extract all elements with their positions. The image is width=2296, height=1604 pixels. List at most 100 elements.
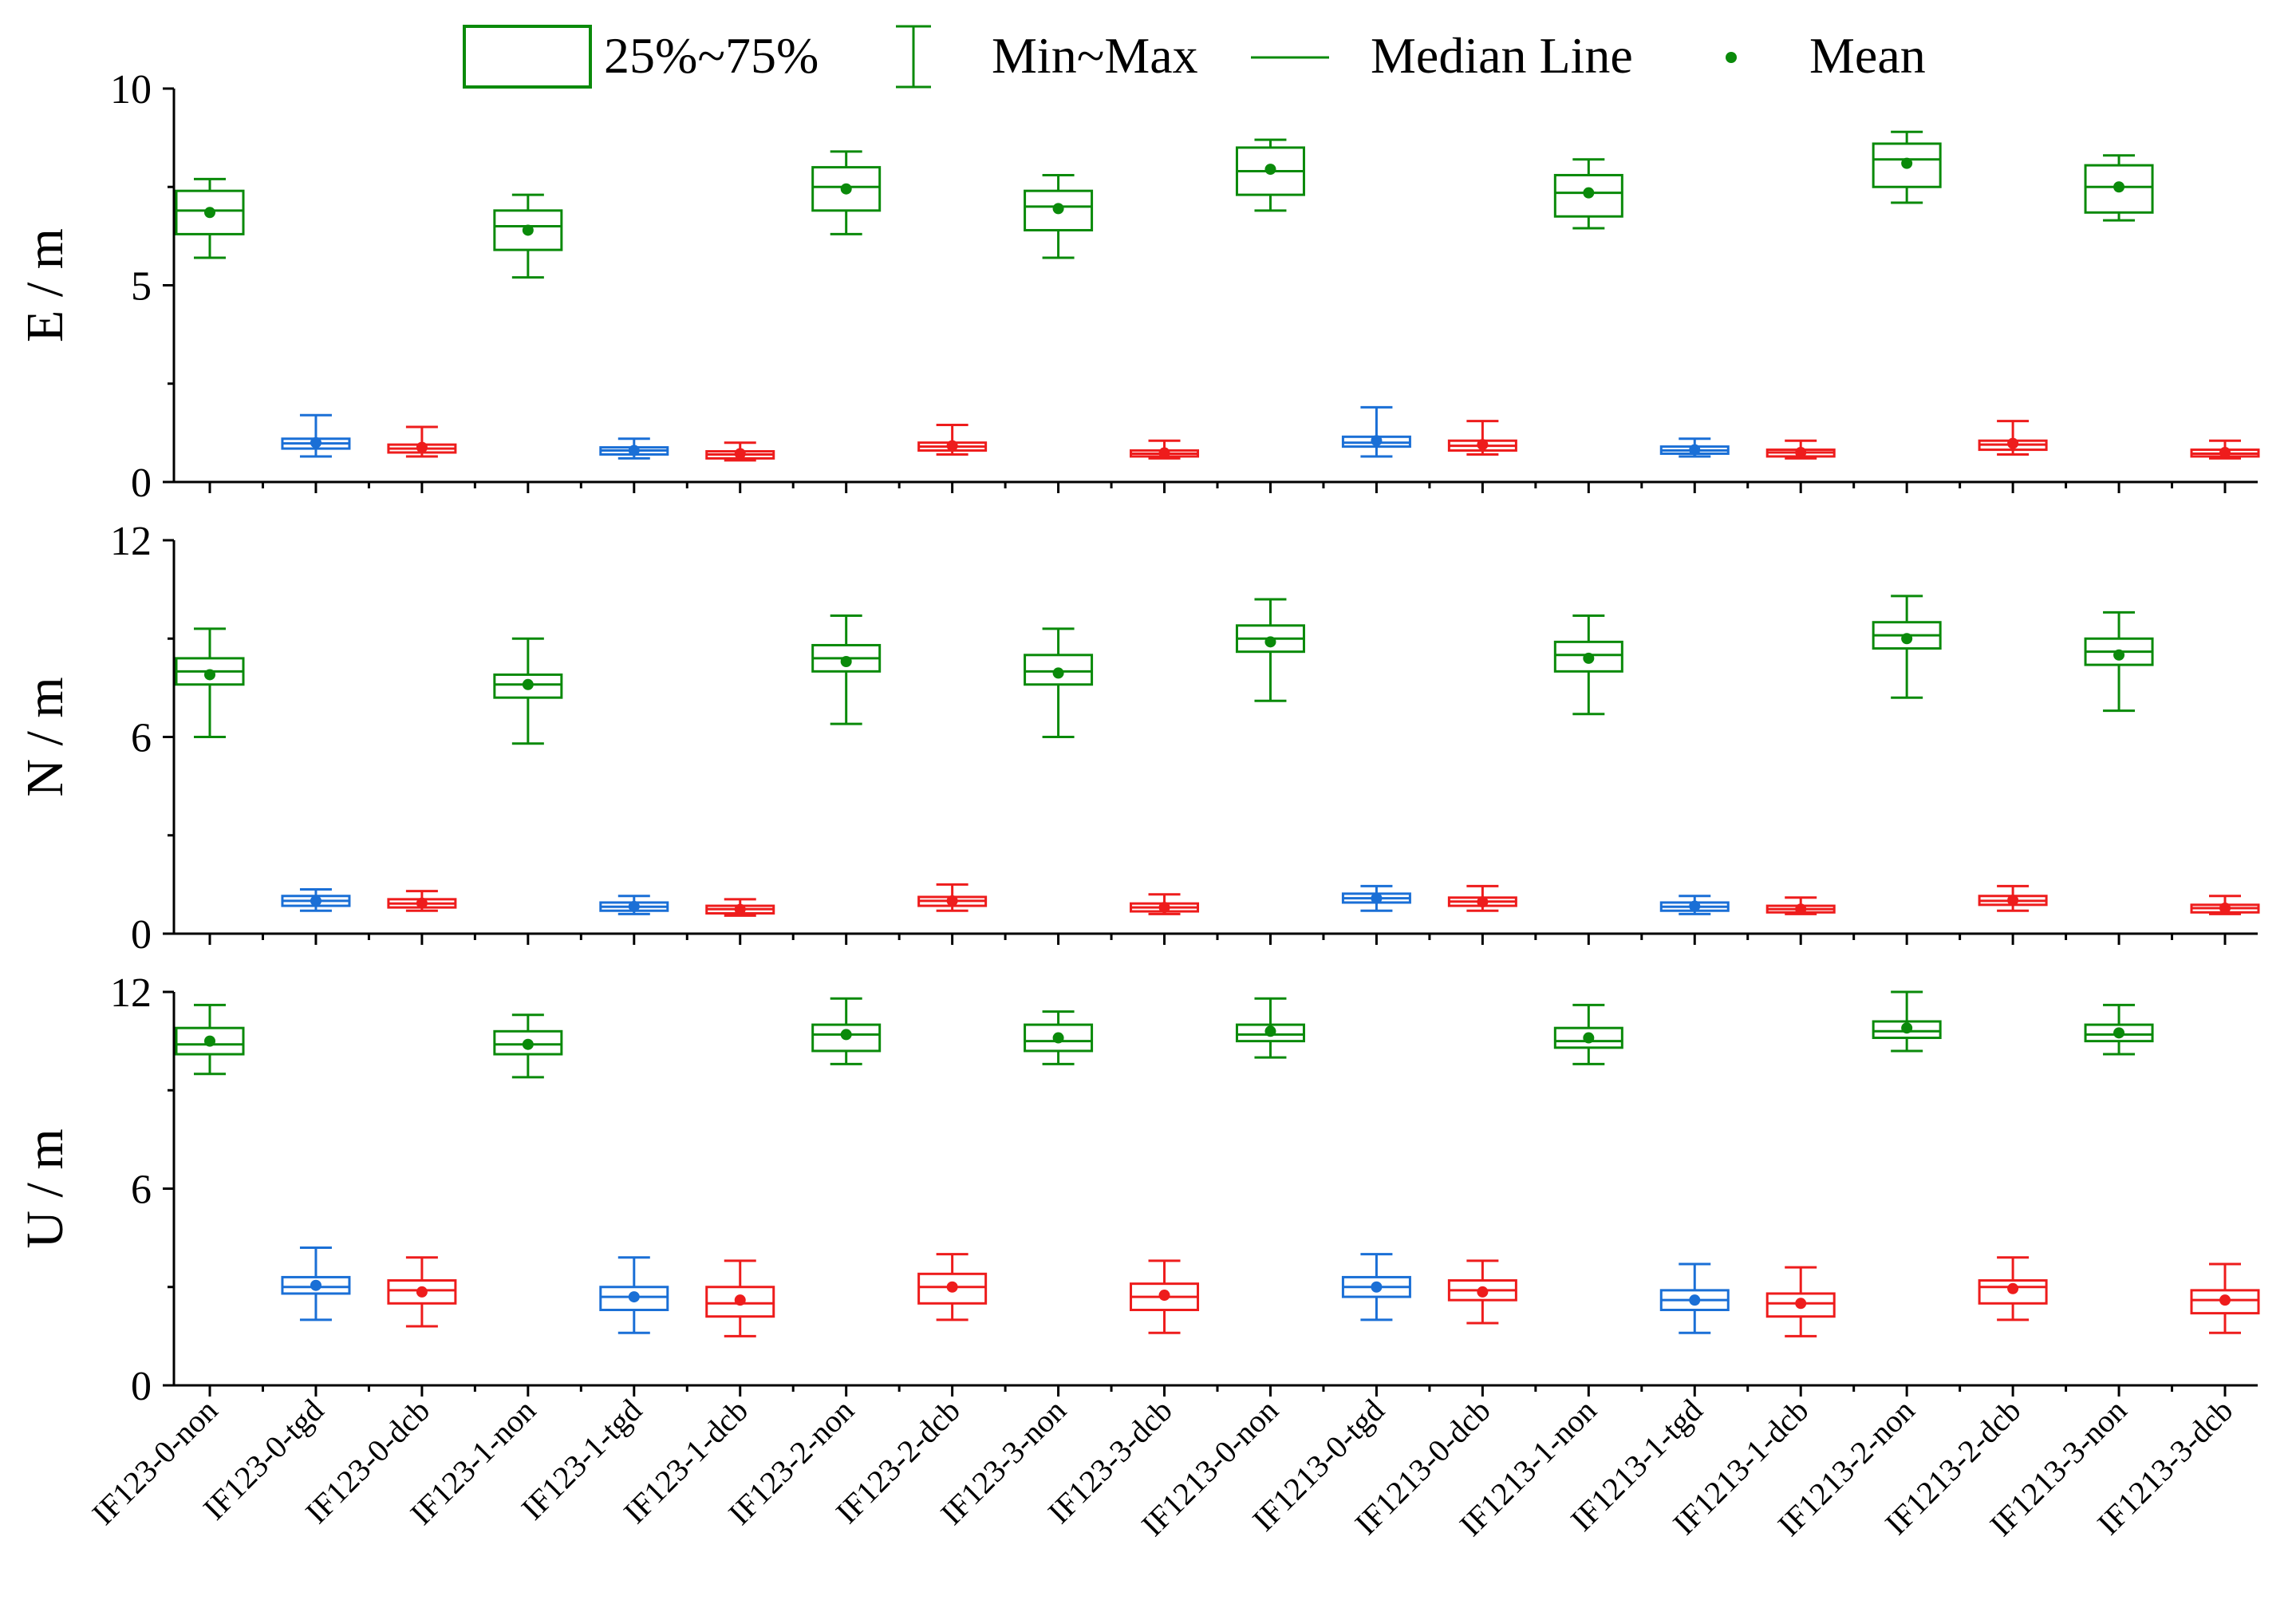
mean-point <box>628 444 640 456</box>
iqr-box <box>1024 1023 1094 1053</box>
box-IF123-3-dcb <box>1130 1259 1200 1334</box>
mean-point <box>1052 203 1064 215</box>
mean-point <box>310 1279 322 1291</box>
iqr-box <box>705 1286 775 1318</box>
box-IF1213-0-tgd <box>1341 1253 1411 1322</box>
box-IF1213-0-dcb <box>1447 420 1517 456</box>
box-IF123-2-dcb <box>917 883 988 912</box>
mean-point <box>416 897 428 909</box>
y-tick-label: 0 <box>131 912 152 958</box>
mean-point <box>522 224 534 236</box>
box-IF1213-2-non <box>1872 595 1942 699</box>
y-axis-label: U / m <box>16 1128 74 1248</box>
box-IF1213-3-non <box>2084 610 2154 713</box>
box-IF123-0-dcb <box>387 425 457 458</box>
mean-point <box>1795 447 1807 459</box>
box-IF123-3-non <box>1024 173 1094 259</box>
y-tick-label: 10 <box>110 67 152 113</box>
box-IF1213-0-non <box>1235 138 1305 212</box>
box-IF1213-0-tgd <box>1341 405 1411 458</box>
y-tick-label: 6 <box>131 1167 152 1213</box>
y-tick-label: 12 <box>110 970 152 1016</box>
mean-point <box>734 448 746 460</box>
mean-point <box>946 1281 958 1293</box>
mean-point <box>946 895 958 907</box>
panel-u: 0 6 12 U / m <box>16 970 2260 1409</box>
legend-label: Mean <box>1809 27 1926 84</box>
mean-point <box>1158 1290 1170 1302</box>
box-IF123-1-non <box>493 193 563 279</box>
mean-point <box>1477 1286 1489 1298</box>
iqr-box <box>1872 1020 1942 1040</box>
x-tick-labels: IF123-0-nonIF123-0-tgdIF123-0-dcbIF123-1… <box>85 1393 2240 1543</box>
mean-point <box>1901 1022 1913 1034</box>
mean-point <box>416 441 428 453</box>
mean-point <box>1689 1294 1701 1306</box>
box-IF123-3-dcb <box>1130 893 1200 915</box>
mean-point <box>1795 1298 1807 1310</box>
mean-point <box>1477 896 1489 908</box>
y-tick-label: 0 <box>131 1364 152 1409</box>
box-IF123-1-dcb <box>705 898 775 917</box>
box-IF1213-3-non <box>2084 1003 2154 1056</box>
y-tick-label: 5 <box>131 264 152 310</box>
iqr-box <box>811 1023 882 1053</box>
mean-point <box>1264 164 1276 176</box>
mean-point <box>1264 636 1276 648</box>
mean-point <box>2219 447 2231 459</box>
y-tick-label: 0 <box>131 460 152 506</box>
box-IF1213-3-non <box>2084 154 2154 222</box>
box-IF1213-1-non <box>1553 158 1623 230</box>
legend-box-symbol <box>463 25 592 89</box>
x-tick-label: IF123-0-non <box>85 1393 225 1532</box>
box-IF123-1-tgd <box>599 895 669 915</box>
mean-point <box>2007 895 2019 907</box>
box-IF1213-2-dcb <box>1978 884 2048 912</box>
mean-point <box>1371 1281 1383 1293</box>
mean-point <box>204 669 215 681</box>
mean-point <box>2113 181 2125 193</box>
mean-point <box>734 1294 746 1306</box>
box-IF123-1-tgd <box>599 437 669 460</box>
box-IF123-1-non <box>493 637 563 745</box>
mean-point <box>1477 439 1489 451</box>
box-IF1213-1-non <box>1553 614 1623 716</box>
box-IF1213-0-dcb <box>1447 884 1517 912</box>
iqr-box <box>811 166 882 212</box>
box-IF1213-1-tgd <box>1659 437 1730 458</box>
box-IF123-2-non <box>811 997 882 1065</box>
legend-label: Median Line <box>1371 27 1633 84</box>
iqr-box <box>599 1286 669 1312</box>
box-IF123-3-non <box>1024 1010 1094 1065</box>
legend-mean-symbol <box>1726 52 1737 63</box>
iqr-box <box>175 189 245 235</box>
iqr-box <box>493 209 563 251</box>
mean-point <box>2113 649 2125 661</box>
iqr-box <box>1235 1023 1305 1043</box>
y-tick-label: 6 <box>131 716 152 761</box>
box-IF123-2-non <box>811 614 882 725</box>
mean-point <box>1158 447 1170 459</box>
mean-point <box>1795 903 1807 915</box>
box-IF1213-3-dcb <box>2190 439 2260 460</box>
iqr-box <box>1024 654 1094 686</box>
iqr-box <box>1872 142 1942 188</box>
box-IF123-2-non <box>811 150 882 235</box>
mean-point <box>1052 1032 1064 1044</box>
mean-point <box>1371 435 1383 447</box>
mean-point <box>1583 187 1595 199</box>
mean-point <box>1583 1032 1595 1044</box>
box-IF123-1-non <box>493 1013 563 1079</box>
iqr-box <box>1553 1026 1623 1049</box>
panel-e: 0 5 10 E / m <box>16 67 2260 506</box>
box-IF1213-2-dcb <box>1978 1256 2048 1322</box>
mean-point <box>1901 633 1913 645</box>
box-IF1213-1-tgd <box>1659 1262 1730 1334</box>
iqr-box <box>917 1272 988 1305</box>
box-IF1213-0-non <box>1235 997 1305 1059</box>
mean-point <box>522 678 534 690</box>
mean-point <box>2007 437 2019 449</box>
box-IF123-3-dcb <box>1130 439 1200 460</box>
box-IF1213-1-dcb <box>1765 1266 1836 1337</box>
iqr-box <box>387 1279 457 1305</box>
